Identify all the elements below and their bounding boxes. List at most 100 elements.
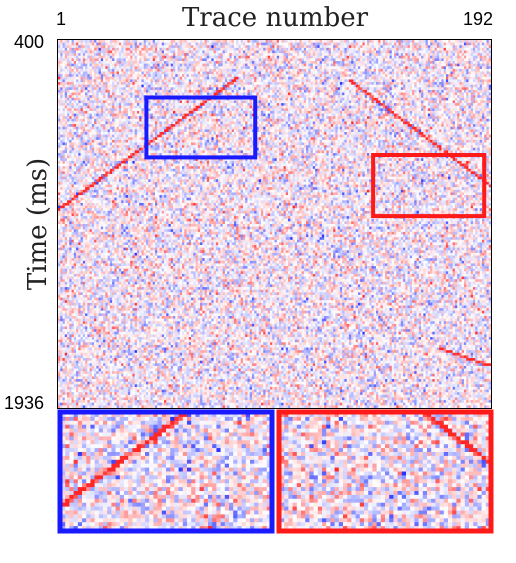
seismic-cell bbox=[205, 45, 208, 48]
seismic-cell bbox=[428, 58, 431, 61]
seismic-cell bbox=[261, 56, 264, 59]
seismic-cell bbox=[150, 58, 153, 61]
seismic-cell bbox=[184, 53, 187, 56]
seismic-cell bbox=[128, 58, 131, 61]
seismic-cell bbox=[103, 61, 106, 64]
seismic-cell bbox=[180, 45, 183, 48]
seismic-cell bbox=[268, 58, 271, 61]
seismic-cell bbox=[108, 40, 111, 43]
seismic-cell bbox=[263, 48, 266, 51]
seismic-cell bbox=[320, 40, 323, 43]
seismic-cell bbox=[371, 58, 374, 61]
seismic-cell bbox=[297, 58, 300, 61]
seismic-cell bbox=[207, 58, 210, 61]
seismic-cell bbox=[399, 53, 402, 56]
seismic-cell bbox=[297, 53, 300, 56]
seismic-cell bbox=[412, 56, 415, 59]
seismic-cell bbox=[471, 48, 474, 51]
seismic-cell bbox=[371, 45, 374, 48]
seismic-cell bbox=[265, 56, 268, 59]
seismic-cell bbox=[229, 58, 232, 61]
seismic-cell bbox=[227, 45, 230, 48]
seismic-cell bbox=[482, 48, 485, 51]
seismic-cell bbox=[441, 48, 444, 51]
seismic-cell bbox=[137, 61, 140, 64]
main-seismic-panel bbox=[58, 40, 491, 408]
seismic-cell bbox=[243, 56, 246, 59]
seismic-cell bbox=[166, 51, 169, 54]
seismic-cell bbox=[360, 53, 363, 56]
seismic-cell bbox=[380, 43, 383, 46]
seismic-cell bbox=[259, 40, 262, 43]
seismic-cell bbox=[128, 45, 131, 48]
seismic-cell bbox=[187, 43, 190, 46]
seismic-cell bbox=[99, 53, 102, 56]
seismic-cell bbox=[90, 56, 93, 59]
seismic-cell bbox=[466, 48, 469, 51]
seismic-cell bbox=[484, 45, 487, 48]
seismic-cell bbox=[439, 48, 442, 51]
seismic-cell bbox=[99, 45, 102, 48]
seismic-cell bbox=[99, 43, 102, 46]
seismic-cell bbox=[153, 61, 156, 64]
seismic-cell bbox=[245, 51, 248, 54]
seismic-cell bbox=[351, 53, 354, 56]
seismic-cell bbox=[311, 53, 314, 56]
seismic-cell bbox=[103, 51, 106, 54]
seismic-cell bbox=[369, 48, 372, 51]
seismic-cell bbox=[259, 45, 262, 48]
seismic-cell bbox=[227, 51, 230, 54]
seismic-cell bbox=[83, 61, 86, 64]
seismic-cell bbox=[182, 61, 185, 64]
seismic-cell bbox=[67, 43, 70, 46]
seismic-cell bbox=[275, 43, 278, 46]
seismic-cell bbox=[349, 45, 352, 48]
seismic-cell bbox=[279, 51, 282, 54]
seismic-cell bbox=[139, 53, 142, 56]
seismic-cell bbox=[299, 43, 302, 46]
seismic-cell bbox=[202, 43, 205, 46]
seismic-cell bbox=[435, 58, 438, 61]
seismic-cell bbox=[306, 56, 309, 59]
seismic-cell bbox=[462, 45, 465, 48]
seismic-cell bbox=[320, 43, 323, 46]
seismic-cell bbox=[437, 56, 440, 59]
seismic-cell bbox=[218, 56, 221, 59]
seismic-cell bbox=[114, 61, 117, 64]
seismic-cell bbox=[105, 43, 108, 46]
seismic-cell bbox=[67, 56, 70, 59]
seismic-cell bbox=[371, 48, 374, 51]
seismic-cell bbox=[297, 56, 300, 59]
seismic-cell bbox=[421, 48, 424, 51]
seismic-cell bbox=[164, 61, 167, 64]
seismic-cell bbox=[448, 48, 451, 51]
seismic-cell bbox=[159, 43, 162, 46]
seismic-cell bbox=[281, 48, 284, 51]
seismic-cell bbox=[410, 40, 413, 43]
seismic-cell bbox=[329, 53, 332, 56]
seismic-cell bbox=[162, 40, 165, 43]
seismic-cell bbox=[58, 45, 61, 48]
seismic-cell bbox=[105, 45, 108, 48]
seismic-cell bbox=[254, 58, 257, 61]
seismic-cell bbox=[259, 56, 262, 59]
seismic-cell bbox=[457, 40, 460, 43]
seismic-cell bbox=[216, 51, 219, 54]
seismic-cell bbox=[232, 45, 235, 48]
seismic-cell bbox=[232, 56, 235, 59]
seismic-cell bbox=[157, 61, 160, 64]
seismic-cell bbox=[326, 43, 329, 46]
seismic-cell bbox=[211, 61, 214, 64]
seismic-cell bbox=[58, 53, 61, 56]
seismic-cell bbox=[428, 43, 431, 46]
seismic-cell bbox=[178, 51, 181, 54]
seismic-cell bbox=[265, 43, 268, 46]
seismic-cell bbox=[326, 45, 329, 48]
seismic-cell bbox=[247, 61, 250, 64]
seismic-cell bbox=[439, 56, 442, 59]
seismic-cell bbox=[299, 61, 302, 64]
seismic-cell bbox=[394, 56, 397, 59]
seismic-cell bbox=[405, 45, 408, 48]
seismic-cell bbox=[466, 51, 469, 54]
